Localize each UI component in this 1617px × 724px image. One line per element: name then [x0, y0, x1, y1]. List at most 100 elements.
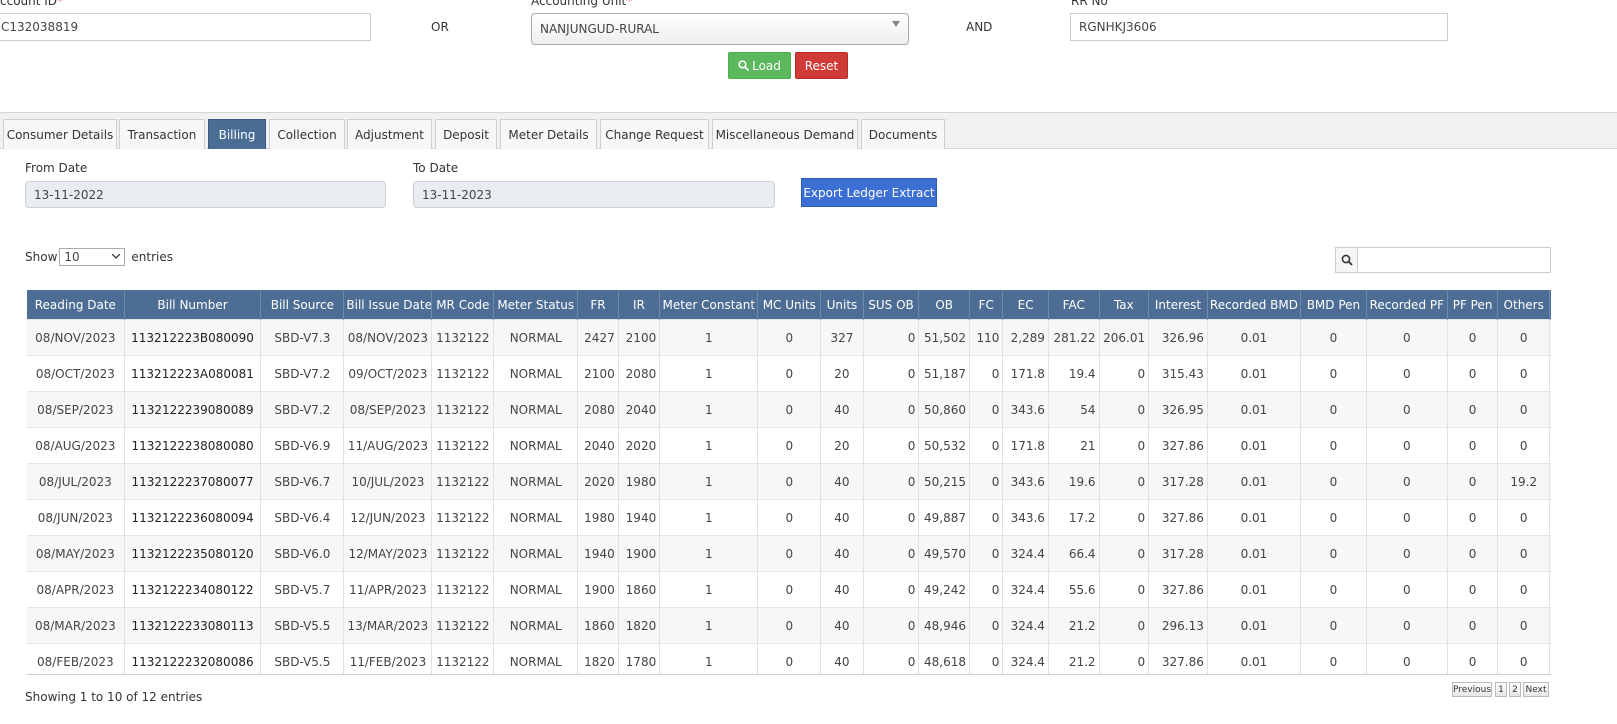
table-cell: 0: [969, 499, 1004, 536]
table-cell: 12/MAY/2023: [343, 535, 433, 572]
column-header[interactable]: FAC: [1048, 290, 1100, 320]
tab[interactable]: Transaction: [119, 119, 205, 149]
table-cell: 51,502: [918, 319, 970, 356]
column-header[interactable]: Recorded BMD: [1207, 290, 1302, 320]
tab[interactable]: Meter Details: [500, 119, 597, 149]
table-cell: 0: [1366, 607, 1448, 644]
page-button[interactable]: 2: [1509, 682, 1521, 697]
page-button[interactable]: Previous: [1452, 682, 1492, 697]
column-header[interactable]: Tax: [1099, 290, 1150, 320]
table-cell: 324.4: [1002, 607, 1049, 644]
column-header[interactable]: SUS OB: [863, 290, 920, 320]
table-cell: 1860: [577, 607, 619, 644]
column-header[interactable]: Units: [820, 290, 864, 320]
rr-no-input[interactable]: RGNHKJ3606: [1070, 13, 1448, 41]
column-header[interactable]: Others: [1497, 290, 1551, 320]
table-cell: 40: [820, 463, 864, 500]
tab[interactable]: Deposit: [435, 119, 497, 149]
column-header[interactable]: OB: [918, 290, 970, 320]
column-header[interactable]: Meter Constant: [659, 290, 759, 320]
table-cell: [1549, 571, 1551, 608]
table-cell: 0: [1366, 391, 1448, 428]
table-cell: [1549, 643, 1551, 674]
table-cell: 40: [820, 535, 864, 572]
reset-button[interactable]: Reset: [795, 52, 848, 79]
column-header[interactable]: Bill Source: [260, 290, 345, 320]
column-header[interactable]: Meter Status: [493, 290, 579, 320]
table-cell: 0: [863, 607, 920, 644]
from-date-input[interactable]: 13-11-2022: [25, 181, 386, 208]
table-cell: 40: [820, 607, 864, 644]
tab-bar: Consumer Details Transaction Billing Collec…: [0, 112, 1617, 149]
load-button[interactable]: Load: [728, 52, 791, 79]
table-cell: 0: [1366, 427, 1448, 464]
table-cell: NORMAL: [493, 463, 579, 500]
table-cell: 0: [1099, 571, 1150, 608]
table-cell: 0: [1447, 535, 1499, 572]
table-cell: 0: [1497, 391, 1551, 428]
column-header[interactable]: Recorded PF: [1366, 290, 1448, 320]
search-icon: [1341, 254, 1353, 266]
tab[interactable]: Documents: [861, 119, 945, 149]
column-header[interactable]: Interest: [1148, 290, 1208, 320]
table-cell: [1549, 391, 1551, 428]
table-cell: 1: [659, 535, 759, 572]
column-header[interactable]: FC: [969, 290, 1004, 320]
table-cell: 12/JUN/2023: [343, 499, 433, 536]
table-cell: 08/JUN/2023: [27, 499, 125, 536]
table-cell: 1132122: [431, 607, 495, 644]
column-header[interactable]: Bill Issue Date: [343, 290, 433, 320]
table-cell: 0.01: [1207, 499, 1302, 536]
column-header[interactable]: EC: [1002, 290, 1049, 320]
search-input[interactable]: [1357, 247, 1551, 273]
show-text: Show: [25, 250, 58, 264]
table-cell: 21.2: [1048, 607, 1100, 644]
table-cell: 0: [863, 535, 920, 572]
column-header[interactable]: BMD Pen: [1300, 290, 1367, 320]
table-cell: 0: [1099, 355, 1150, 392]
table-cell: SBD-V6.7: [260, 463, 345, 500]
column-header[interactable]: Cu: [1549, 290, 1551, 320]
tab[interactable]: Adjustment: [347, 119, 432, 149]
table-cell: 50,532: [918, 427, 970, 464]
column-header[interactable]: Reading Date: [27, 290, 125, 320]
column-header[interactable]: PF Pen: [1447, 290, 1499, 320]
table-cell: [1549, 535, 1551, 572]
dropdown-arrow: [112, 254, 121, 259]
table-cell: 1132122234080122: [124, 571, 262, 608]
account-id-input[interactable]: C132038819: [0, 13, 371, 41]
table-cell: 1132122: [431, 463, 495, 500]
table-cell: 40: [820, 391, 864, 428]
required-mark: *: [57, 0, 64, 8]
tab[interactable]: Billing: [208, 119, 266, 149]
table-cell: 1132122233080113: [124, 607, 262, 644]
table-cell: 0: [757, 355, 822, 392]
page-button[interactable]: Next: [1523, 682, 1549, 697]
table-cell: 1132122: [431, 427, 495, 464]
table-cell: 0: [1366, 499, 1448, 536]
table-cell: 1900: [577, 571, 619, 608]
table-cell: 0: [1099, 391, 1150, 428]
table-cell: 66.4: [1048, 535, 1100, 572]
table-cell: 0.01: [1207, 319, 1302, 356]
page-length-select[interactable]: 10: [59, 248, 126, 266]
column-header[interactable]: MR Code: [431, 290, 495, 320]
tab[interactable]: Collection: [269, 119, 345, 149]
to-date-input[interactable]: 13-11-2023: [413, 181, 775, 208]
label: Account ID*: [0, 0, 63, 8]
table-cell: 0: [1497, 571, 1551, 608]
page-button[interactable]: 1: [1495, 682, 1507, 697]
table-cell: 0: [1447, 391, 1499, 428]
column-header[interactable]: Bill Number: [124, 290, 262, 320]
table-cell: 0: [863, 427, 920, 464]
tab[interactable]: Consumer Details: [3, 119, 117, 149]
table-cell: SBD-V6.4: [260, 499, 345, 536]
tab[interactable]: Change Request: [600, 119, 709, 149]
accounting-unit-select[interactable]: NANJUNGUD-RURAL: [531, 13, 909, 45]
tab[interactable]: Miscellaneous Demand: [712, 119, 858, 149]
input-value: RGNHKJ3606: [1079, 20, 1157, 34]
column-header[interactable]: IR: [618, 290, 661, 320]
export-button[interactable]: Export Ledger Extract: [801, 178, 937, 207]
column-header[interactable]: MC Units: [757, 290, 822, 320]
column-header[interactable]: FR: [577, 290, 619, 320]
